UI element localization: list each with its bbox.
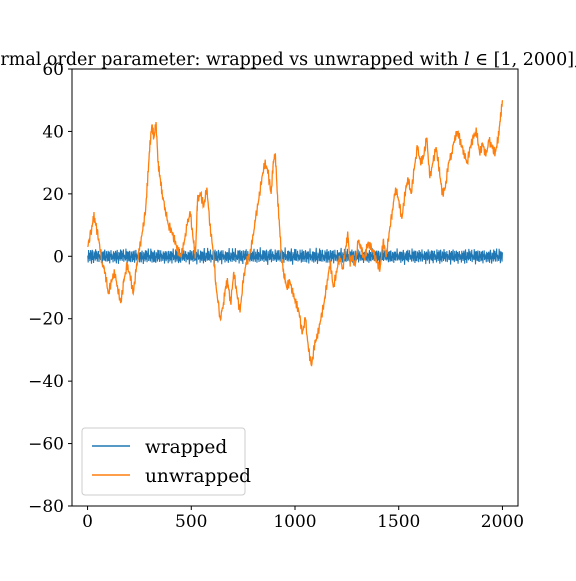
x-tick-label: 2000 xyxy=(481,512,524,532)
chart-title-prefix: lognormal order parameter: wrapped vs un… xyxy=(0,50,464,70)
chart-title-l-var: l xyxy=(464,50,470,70)
legend-label-unwrapped: unwrapped xyxy=(145,466,251,487)
y-tick-label: −40 xyxy=(28,372,64,392)
y-tick-label: 60 xyxy=(42,60,64,80)
legend-box xyxy=(81,427,246,496)
x-tick-label: 1000 xyxy=(273,512,316,532)
legend: wrapped unwrapped xyxy=(81,427,251,496)
chart-title-separator: , xyxy=(574,50,576,70)
y-tick-label: 40 xyxy=(42,122,64,142)
y-tick-label: 20 xyxy=(42,185,64,205)
series-wrapped-line xyxy=(87,247,503,266)
y-tick-label: −20 xyxy=(28,310,64,330)
chart-title-in-symbol: ∈ xyxy=(470,50,494,70)
y-tick-label: 0 xyxy=(53,247,64,267)
series-unwrapped-line xyxy=(87,100,504,367)
legend-label-wrapped: wrapped xyxy=(145,437,227,458)
chart-title: lognormal order parameter: wrapped vs un… xyxy=(0,50,576,70)
x-tick-label: 1500 xyxy=(377,512,420,532)
y-tick-label: −80 xyxy=(28,497,64,517)
chart-title-interval: [1, 2000] xyxy=(494,50,574,70)
tick-layer: 0 500 1000 1500 2000 −80 −60 −40 −20 0 20 40 60 xyxy=(28,60,524,532)
x-tick-label: 0 xyxy=(82,512,93,532)
x-tick-label: 500 xyxy=(175,512,207,532)
series-layer xyxy=(87,100,504,367)
y-tick-label: −60 xyxy=(28,435,64,455)
